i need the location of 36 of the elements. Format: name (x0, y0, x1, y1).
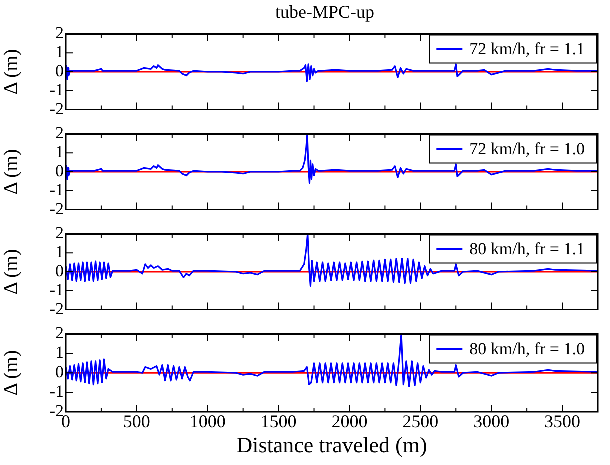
x-tick-label: 3000 (474, 412, 510, 432)
y-axis-title: Δ (m) (0, 350, 22, 396)
y-axis-title: Δ (m) (0, 49, 22, 95)
y-axis-title: Δ (m) (0, 149, 22, 195)
y-tick-label: 2 (56, 24, 64, 43)
y-tick-label: -1 (50, 382, 64, 402)
y-tick-label: 1 (56, 142, 64, 162)
y-tick-label: 1 (56, 242, 64, 262)
y-tick-label: 2 (56, 224, 64, 243)
y-tick-label: 0 (56, 161, 64, 180)
legend-label: 80 km/h, fr = 1.0 (470, 340, 586, 359)
x-tick-label: 1000 (190, 412, 226, 432)
x-tick-label: 1500 (260, 412, 297, 432)
y-tick-label: -1 (50, 80, 64, 100)
y-tick-label: 2 (56, 124, 64, 143)
y-tick-label: -2 (50, 99, 64, 118)
x-tick-label: 500 (123, 412, 150, 432)
legend-label: 72 km/h, fr = 1.0 (470, 140, 586, 159)
y-tick-label: -1 (50, 180, 64, 200)
y-tick-label: 1 (56, 42, 64, 62)
y-tick-label: 2 (56, 324, 64, 343)
legend-label: 80 km/h, fr = 1.1 (470, 240, 586, 259)
legend-label: 72 km/h, fr = 1.1 (470, 40, 586, 59)
x-tick-label: 2000 (332, 412, 368, 432)
y-tick-label: -2 (50, 199, 64, 218)
y-tick-label: -2 (50, 299, 64, 318)
y-tick-label: 0 (56, 61, 64, 80)
x-tick-label: 3500 (544, 412, 581, 432)
x-tick-label: 2500 (402, 412, 439, 432)
y-axis-title: Δ (m) (0, 249, 22, 295)
x-axis-title: Distance traveled (m) (236, 432, 428, 458)
y-tick-label: 0 (56, 261, 64, 280)
y-tick-label: 0 (56, 362, 64, 382)
chart-title: tube-MPC-up (274, 1, 376, 22)
y-tick-label: 1 (56, 343, 64, 362)
y-tick-label: -1 (50, 280, 64, 300)
